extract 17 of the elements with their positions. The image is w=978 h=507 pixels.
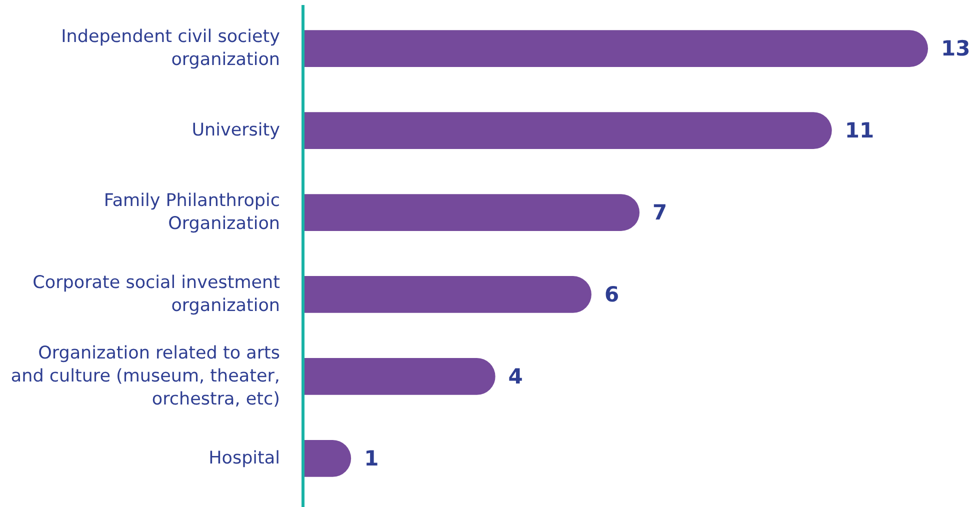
bar — [303, 276, 592, 313]
data-label: 13 — [941, 36, 970, 61]
data-label: 6 — [604, 282, 620, 306]
y-tick-label: Independent civil society organization — [61, 27, 280, 70]
bar — [303, 112, 832, 149]
y-tick-label: University — [192, 120, 280, 141]
data-label: 1 — [364, 446, 379, 470]
bar — [303, 358, 496, 395]
bar — [303, 194, 640, 231]
data-label: 4 — [508, 364, 523, 388]
data-label: 7 — [652, 200, 668, 225]
y-tick-label: Organization related to arts and culture (museum, theater, orchestra, etc) — [10, 343, 280, 410]
bar — [303, 30, 928, 68]
y-tick-label: Hospital — [208, 448, 280, 468]
data-label: 11 — [844, 118, 874, 143]
y-tick-label: Corporate social investment organization — [32, 272, 280, 316]
y-tick-label: Family Philanthropic Organization — [104, 191, 280, 234]
